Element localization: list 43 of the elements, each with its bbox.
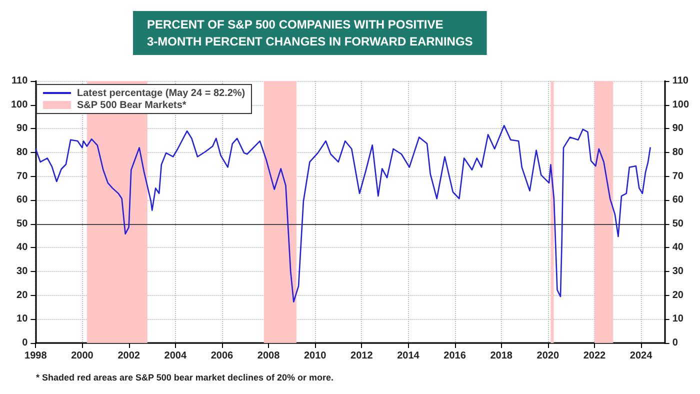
y-tick-label: 110 <box>12 76 28 86</box>
x-tick-label: 2006 <box>210 350 234 362</box>
y2-tick-label: 10 <box>672 314 684 325</box>
x-tick-label: 2004 <box>164 350 187 362</box>
y-tick-label: 50 <box>16 218 28 230</box>
y2-tick-label: 0 <box>672 338 678 348</box>
x-tick-label: 2002 <box>118 350 140 362</box>
y-tick-label: 100 <box>10 99 28 110</box>
chart-title: PERCENT OF S&P 500 COMPANIES WITH POSITIVE 3-MONTH PERCENT CHANGES IN FORWARD EARNINGS <box>147 18 473 48</box>
x-tick-label: 2024 <box>630 350 653 362</box>
y2-tick-label: 50 <box>672 218 684 230</box>
x-tick-label: 1998 <box>24 350 48 362</box>
y-tick-label: 80 <box>16 146 28 158</box>
y-tick-label: 30 <box>16 266 28 278</box>
y2-tick-label: 20 <box>672 290 684 301</box>
y-tick-label: 60 <box>16 194 28 206</box>
x-tick-label: 2010 <box>304 350 327 362</box>
y-tick-label: 70 <box>16 170 28 182</box>
x-tick-label: 2000 <box>71 350 94 362</box>
y-tick-label: 0 <box>22 338 28 348</box>
y2-tick-label: 30 <box>672 266 684 278</box>
x-tick-label: 2018 <box>490 350 513 362</box>
text: * Shaded red areas are S&P 500 bear market declines of 20% or more. <box>36 372 334 382</box>
y-tick-label: 20 <box>16 290 28 301</box>
y2-tick-label: 80 <box>672 146 684 158</box>
x-tick-label: 2014 <box>397 350 420 362</box>
y2-tick-label: 100 <box>672 99 690 110</box>
y-tick-label: 40 <box>16 242 28 254</box>
legend-label: Latest percentage (May 24 = 82.2%) <box>77 88 246 98</box>
band-label: S&P 500 Bear Markets* <box>77 100 186 110</box>
y2-tick-label: 90 <box>672 123 684 134</box>
y-tick-label: 90 <box>16 123 28 134</box>
y2-tick-label: 40 <box>672 242 684 254</box>
y2-tick-label: 70 <box>672 170 684 182</box>
line-series <box>35 124 651 302</box>
x-tick-label: 2020 <box>536 350 560 362</box>
x-tick-label: 2016 <box>444 350 466 362</box>
y2-tick-label: 110 <box>672 76 689 86</box>
x-tick-label: 2022 <box>583 350 606 362</box>
y-tick-label: 10 <box>16 314 28 325</box>
x-tick-label: 2008 <box>257 350 280 362</box>
y2-tick-label: 60 <box>672 194 684 206</box>
x-tick-label: 2012 <box>350 350 374 362</box>
